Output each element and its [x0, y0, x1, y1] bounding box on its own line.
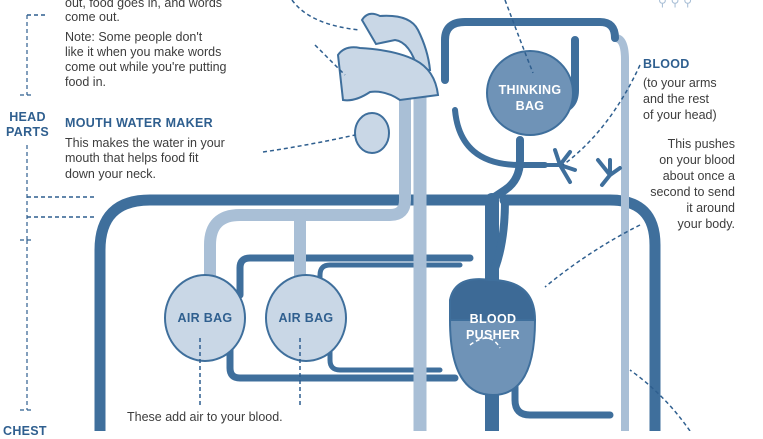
arrow-to-mouth-water — [262, 134, 356, 153]
mouth-shape — [336, 46, 440, 102]
lung-vessel-upper2 — [317, 262, 463, 298]
mouth-line-2: mouth that helps food fit — [65, 151, 199, 165]
air-bag-right-shape — [265, 274, 347, 362]
neck-vessel-down — [452, 107, 548, 168]
push-line-1: This pushes — [667, 137, 735, 151]
air-bag-right-label: AIR BAG — [278, 311, 334, 325]
intro-line-2: come out. — [65, 10, 120, 24]
arrow-to-blood-branch — [562, 64, 641, 166]
body-vessel-outer-left — [94, 194, 496, 431]
push-line-6: your body. — [677, 217, 735, 231]
heart-flow-dash — [469, 337, 501, 349]
arrow-to-mouth — [314, 44, 346, 76]
note-line-4: food in. — [65, 75, 107, 89]
nose-shape — [360, 12, 432, 71]
note-line-3: come out while you're putting — [65, 60, 227, 74]
bracket-chest — [20, 240, 34, 411]
brain-vessel-down — [486, 136, 524, 204]
air-bag-left-shape — [164, 274, 246, 362]
arm-vessel-top — [441, 18, 619, 84]
neck-to-heart-vessel — [486, 196, 509, 284]
chest-label: CHEST — [3, 424, 47, 438]
body-vessel-outer-right — [499, 194, 661, 431]
lung-vessel-lower2 — [327, 337, 443, 373]
mouth-line-3: down your neck. — [65, 167, 157, 181]
blood-title: BLOOD — [643, 57, 690, 71]
thinking-bag-label-2: BAG — [515, 99, 545, 113]
head-parts-label-1: HEAD — [9, 110, 46, 124]
note-line-2: like it when you make words — [65, 45, 222, 59]
wind-pipe — [204, 89, 411, 301]
arrow-to-thinking-bag — [504, 0, 534, 74]
bracket-head — [20, 15, 34, 241]
mouth-water-maker-title: MOUTH WATER MAKER — [65, 116, 213, 130]
heart-vessel-right — [511, 336, 614, 419]
head-parts-label-2: PARTS — [6, 125, 49, 139]
blood-line-3: of your head) — [643, 108, 717, 122]
intro-line-1: out, food goes in, and words — [65, 0, 223, 10]
lung-vessel-lower — [226, 336, 459, 382]
blood-pusher-top — [449, 278, 537, 321]
arrow-to-chest-vessel — [629, 369, 691, 431]
push-line-2: on your blood — [659, 153, 735, 167]
blood-pusher-label-1: BLOOD — [469, 312, 517, 326]
decorative-glyphs: ⚲ ⚲ ⚲ — [658, 0, 692, 9]
note-line-1: Note: Some people don't — [65, 30, 203, 44]
air-bag-caption: These add air to your blood. — [127, 410, 283, 424]
blood-branch-right — [596, 158, 622, 187]
lung-vessel-upper — [236, 254, 474, 299]
mouth-line-1: This makes the water in your — [65, 136, 225, 150]
blood-pusher-label-2: PUSHER — [466, 328, 520, 342]
arrow-to-nose — [291, 0, 361, 31]
blood-line-2: and the rest — [643, 92, 710, 106]
thinking-bag-shape — [486, 50, 574, 136]
thinking-bag-label-1: THINKING — [498, 83, 562, 97]
air-bag-left-label: AIR BAG — [177, 311, 233, 325]
blood-line-1: (to your arms — [643, 76, 717, 90]
arrow-to-heart — [544, 224, 641, 288]
blood-branch-left — [543, 148, 577, 184]
push-line-5: it around — [686, 201, 735, 215]
mouth-water-maker — [354, 112, 390, 154]
push-line-3: about once a — [662, 169, 735, 183]
blood-pusher-bottom — [448, 319, 537, 397]
push-line-4: second to send — [650, 185, 735, 199]
